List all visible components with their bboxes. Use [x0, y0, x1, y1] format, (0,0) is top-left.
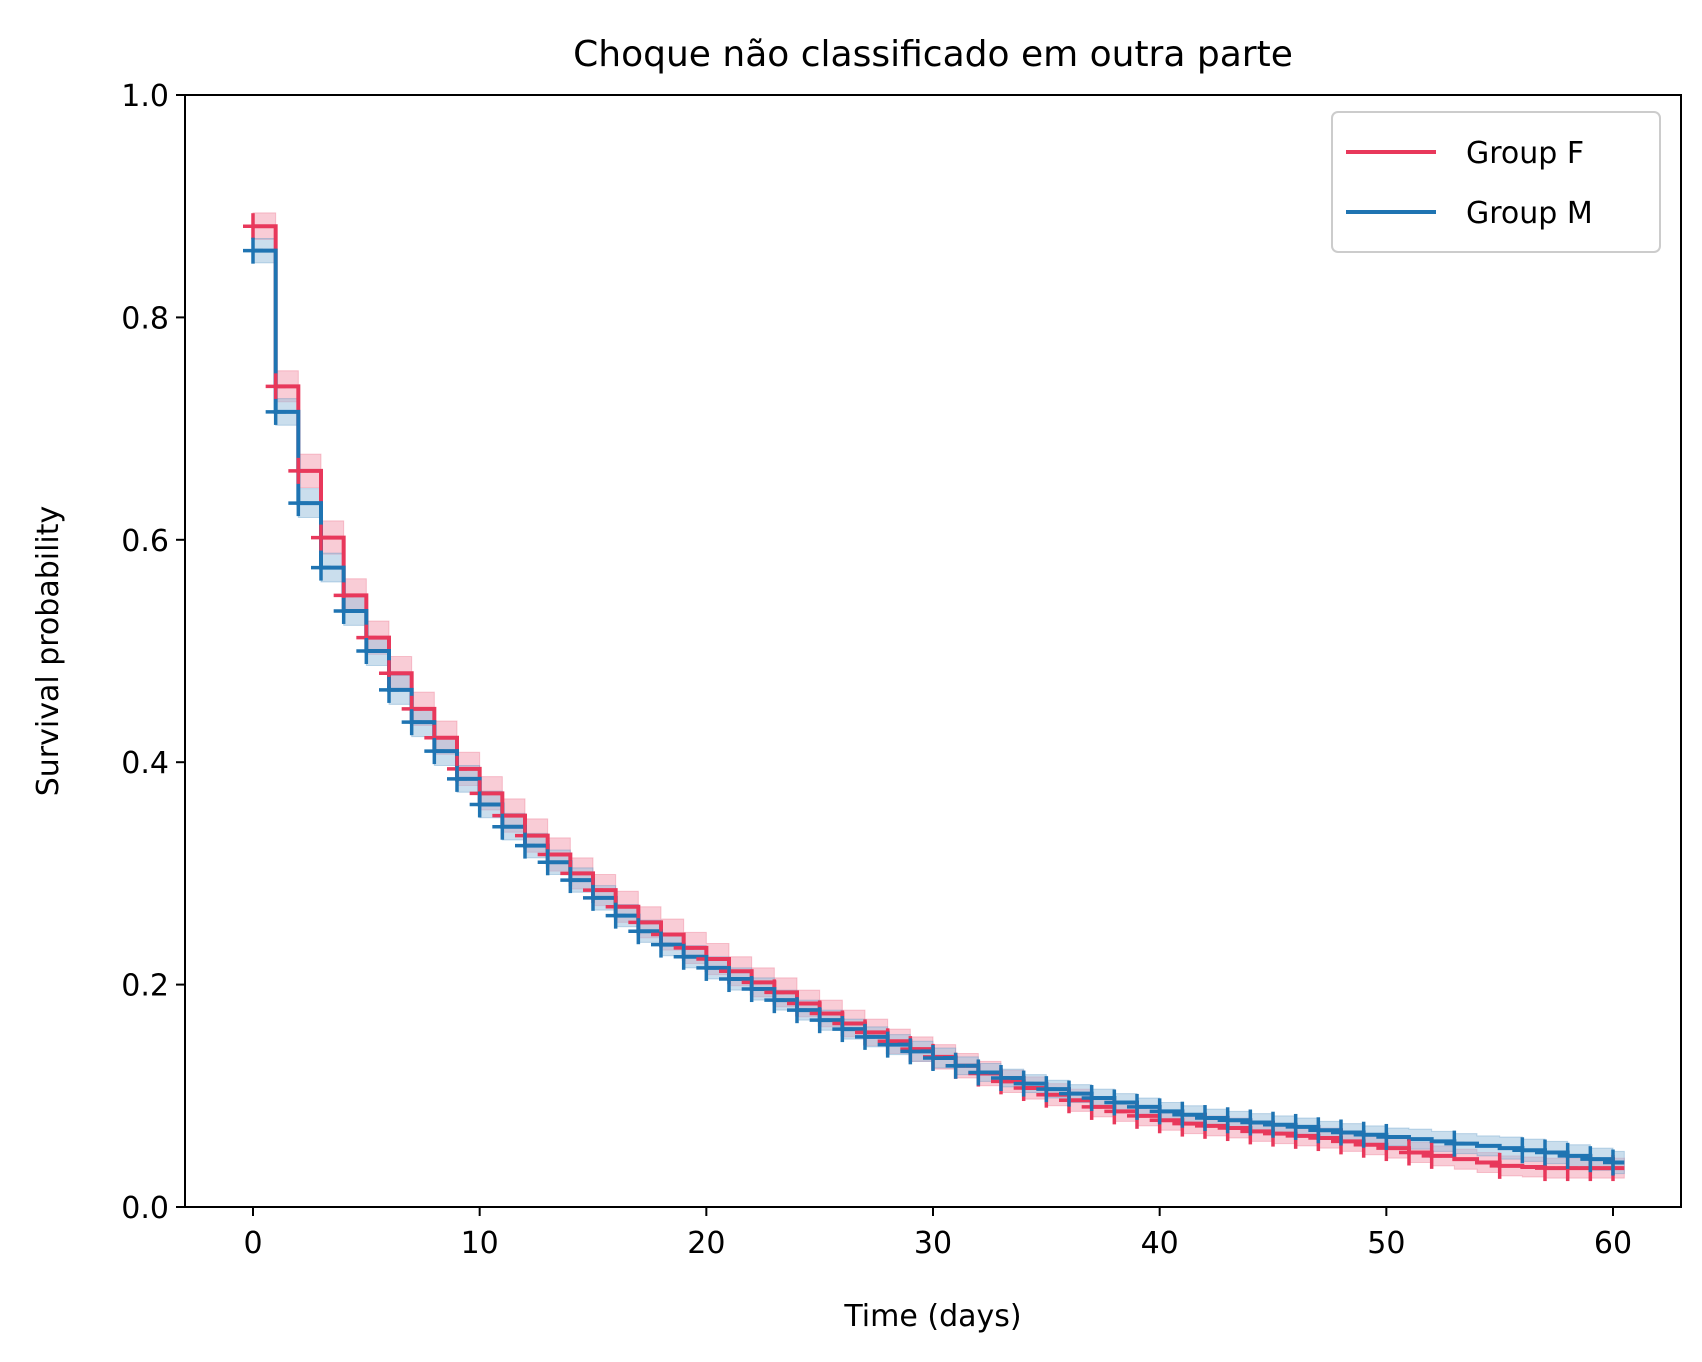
censor-mark-group-m	[288, 490, 309, 517]
chart-title: Choque não classificado em outra parte	[573, 34, 1293, 75]
y-axis: 0.0 0.2 0.4 0.6 0.8 1.0	[121, 79, 185, 1226]
censor-mark-group-m	[1285, 1113, 1306, 1140]
censor-mark-group-m	[243, 237, 263, 264]
y-tick-label: 0.2	[121, 969, 169, 1004]
censor-mark-group-m	[469, 791, 490, 818]
censor-mark-group-m	[311, 554, 331, 581]
x-tick-label: 40	[1141, 1226, 1179, 1261]
censor-mark-group-m	[628, 918, 649, 945]
censor-mark-group-m	[492, 813, 513, 840]
censor-mark-group-m	[832, 1016, 853, 1043]
censor-mark-group-f	[265, 373, 286, 400]
censor-mark-group-m	[605, 902, 626, 929]
censor-mark-group-f	[288, 457, 309, 484]
censor-mark-group-m	[1195, 1105, 1215, 1132]
censor-mark-group-f	[243, 213, 263, 240]
censor-mark-group-m	[1535, 1139, 1555, 1166]
legend-box	[1331, 111, 1661, 253]
censor-mark-group-m	[1172, 1101, 1193, 1128]
y-tick-label: 0.4	[121, 746, 169, 781]
censor-mark-group-m	[1376, 1123, 1397, 1150]
censor-mark-group-m	[877, 1031, 898, 1058]
censor-mark-group-m	[1104, 1089, 1125, 1116]
censor-mark-group-m	[1603, 1149, 1623, 1176]
censor-mark-group-m	[515, 832, 535, 859]
y-tick-label: 0.8	[121, 301, 169, 336]
censor-mark-group-m	[379, 676, 399, 703]
censor-mark-group-m	[1081, 1085, 1102, 1112]
censor-mark-group-m	[1149, 1098, 1170, 1125]
y-tick-label: 0.6	[121, 524, 169, 559]
censor-mark-group-m	[583, 884, 603, 911]
censor-mark-group-m	[1240, 1109, 1261, 1136]
censor-mark-group-m	[787, 997, 807, 1024]
censor-markers	[243, 213, 1623, 1182]
censor-mark-group-m	[333, 597, 354, 624]
plot-area	[184, 94, 1682, 1208]
legend-label-group-m: Group M	[1466, 196, 1593, 231]
censor-mark-group-m	[1059, 1080, 1079, 1107]
censor-mark-group-m	[945, 1052, 966, 1079]
censor-mark-group-m	[1036, 1076, 1057, 1103]
censor-mark-group-m	[1512, 1137, 1533, 1164]
censor-mark-group-m	[1308, 1117, 1329, 1144]
censor-mark-group-m	[968, 1059, 989, 1086]
y-axis-label: Survival probability	[31, 506, 66, 797]
y-tick-label: 1.0	[121, 79, 169, 114]
censor-mark-group-m	[673, 943, 694, 970]
x-tick-label: 50	[1367, 1226, 1405, 1261]
censor-mark-group-m	[719, 966, 739, 993]
censor-mark-group-m	[809, 1007, 830, 1034]
censor-mark-group-f	[1421, 1142, 1442, 1169]
x-tick-label: 10	[461, 1226, 499, 1261]
censor-mark-group-m	[401, 709, 422, 736]
censor-mark-group-f	[311, 524, 331, 551]
censor-mark-group-m	[1557, 1142, 1578, 1169]
censor-mark-group-m	[356, 638, 377, 664]
legend-label-group-f: Group F	[1466, 136, 1584, 171]
censor-mark-group-m	[537, 849, 558, 876]
censor-mark-group-m	[560, 867, 581, 894]
censor-mark-group-m	[424, 738, 445, 765]
censor-mark-group-m	[1580, 1146, 1601, 1173]
censor-mark-group-m	[651, 931, 671, 958]
censor-mark-group-m	[855, 1023, 875, 1050]
x-axis: 0 10 20 30 40 50 60	[243, 1207, 1632, 1261]
censor-mark-group-m	[764, 987, 785, 1014]
censor-mark-group-m	[991, 1065, 1011, 1092]
y-tick-label: 0.0	[121, 1191, 169, 1226]
censor-mark-group-m	[1013, 1070, 1034, 1097]
censor-mark-group-m	[1127, 1093, 1147, 1120]
censor-mark-group-m	[696, 954, 717, 981]
censor-mark-group-f	[1399, 1139, 1419, 1166]
censor-mark-group-m	[900, 1038, 921, 1065]
x-tick-label: 60	[1594, 1226, 1632, 1261]
censor-mark-group-m	[1331, 1119, 1351, 1146]
censor-mark-group-m	[1263, 1111, 1283, 1138]
x-tick-label: 30	[914, 1226, 952, 1261]
censor-mark-group-m	[1353, 1121, 1374, 1148]
censor-mark-group-f	[1489, 1152, 1510, 1179]
censor-mark-group-m	[447, 765, 467, 792]
censor-mark-group-m	[1217, 1107, 1238, 1134]
censor-mark-group-m	[265, 398, 286, 425]
censor-mark-group-m	[741, 976, 762, 1003]
censor-mark-group-m	[923, 1044, 943, 1071]
x-axis-label: Time (days)	[843, 1299, 1021, 1334]
legend: Group F Group M	[1331, 111, 1661, 253]
x-tick-label: 20	[687, 1226, 725, 1261]
censor-mark-group-m	[1444, 1130, 1465, 1157]
x-tick-label: 0	[243, 1226, 262, 1261]
